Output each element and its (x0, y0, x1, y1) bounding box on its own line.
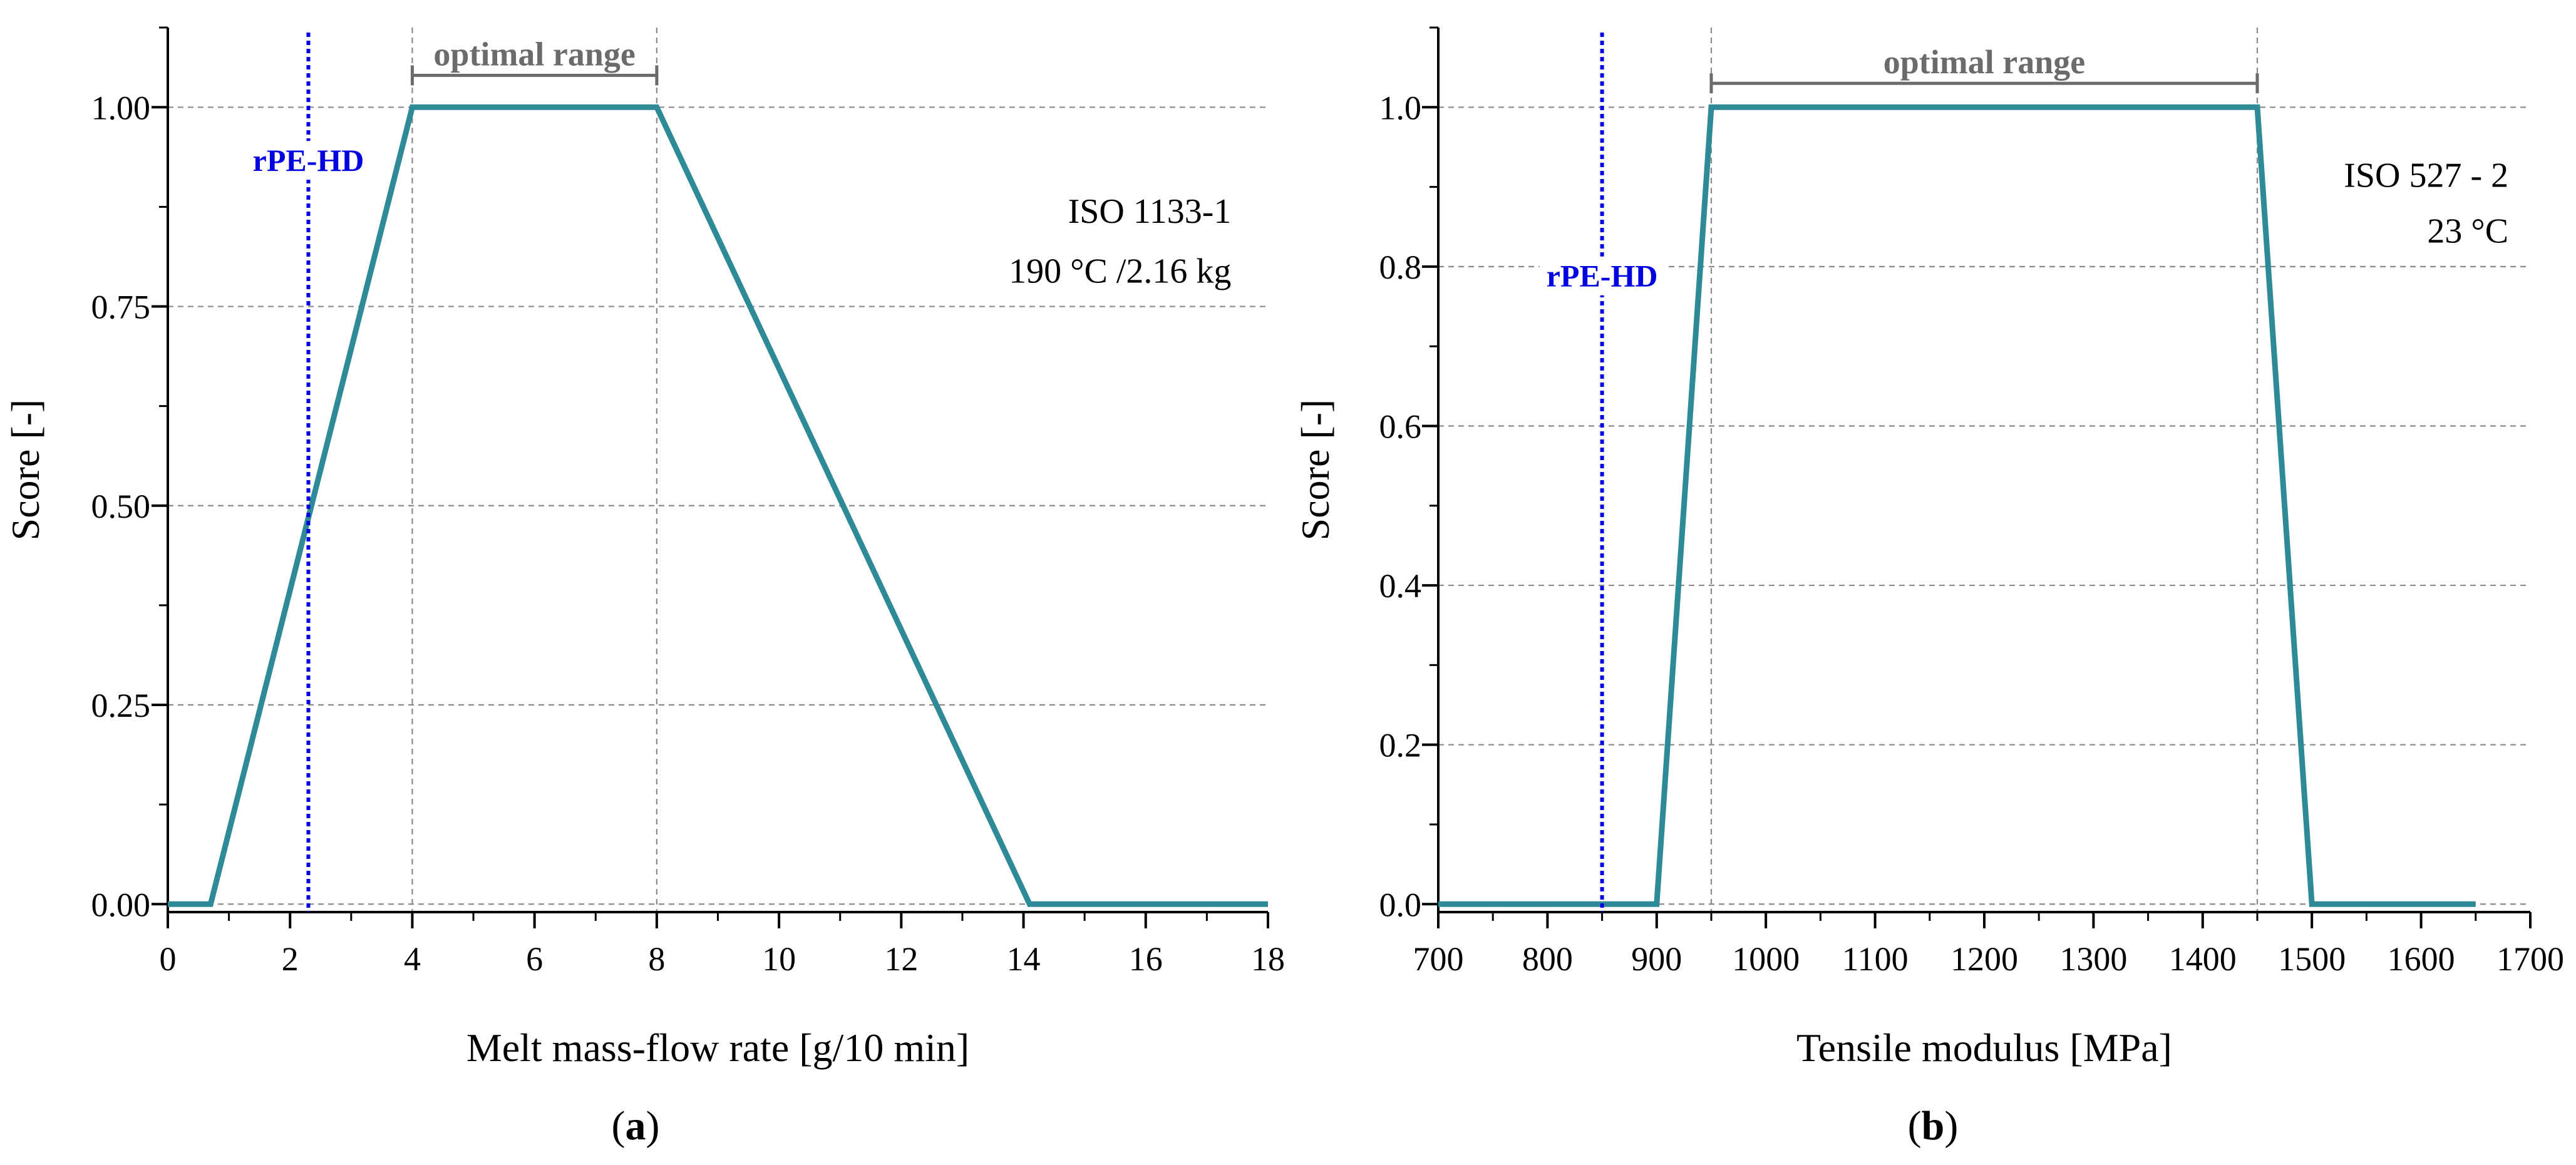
y-axis-title: Score [-] (1293, 399, 1337, 541)
x-tick-label-6: 12 (884, 940, 918, 978)
chart-panel-b: 700 800 900 1000 1100 1200 1300 1400 1500 1600 170… (1293, 26, 2564, 1149)
marker-label-rpe-hd: rPE-HD (253, 143, 364, 178)
annotation-0: ISO 527 - 2 (2344, 157, 2508, 195)
y-tick-label-5: 1.0 (1379, 89, 1422, 126)
y-axis-title: Score [-] (3, 399, 48, 541)
y-tick-label-0: 0.00 (91, 886, 151, 923)
x-tick-label-2: 900 (1631, 940, 1682, 978)
x-tick-label-5: 1200 (1950, 940, 2018, 978)
y-tick-label-3: 0.75 (91, 289, 151, 326)
x-axis-title: Tensile modulus [MPa] (1796, 1025, 2172, 1070)
series-line-score (168, 104, 1268, 907)
x-tick-label-7: 1400 (2169, 940, 2237, 978)
x-tick-label-4: 1100 (1842, 940, 1909, 978)
marker-label-bg (1539, 256, 1665, 295)
optimal-range-label: optimal range (433, 35, 635, 73)
x-axis-title: Melt mass-flow rate [g/10 min] (466, 1025, 969, 1070)
series-line-score (1438, 104, 2476, 907)
y-tick-label-2: 0.4 (1379, 567, 1422, 605)
panel-label-letter: b (1922, 1103, 1945, 1149)
x-tick-label-2: 4 (404, 940, 421, 978)
panel-label-open: ( (612, 1103, 626, 1149)
panel-label-close: ) (646, 1103, 660, 1149)
x-tick-label-3: 6 (526, 940, 543, 978)
x-tick-label-0: 0 (160, 940, 177, 978)
annotation-0: ISO 1133-1 (1068, 192, 1232, 231)
y-tick-label-4: 0.8 (1379, 249, 1422, 286)
optimal-range-label: optimal range (1883, 43, 2085, 81)
x-tick-label-8: 16 (1129, 940, 1163, 978)
x-tick-label-6: 1300 (2059, 940, 2127, 978)
y-tick-label-0: 0.0 (1379, 886, 1422, 923)
x-tick-label-0: 700 (1413, 940, 1464, 978)
annotation-1: 23 °C (2427, 212, 2508, 251)
y-tick-label-2: 0.50 (91, 488, 151, 525)
panel-label: (a) (612, 1103, 660, 1149)
x-tick-label-1: 2 (282, 940, 299, 978)
x-tick-label-9: 18 (1251, 940, 1285, 978)
y-tick-label-1: 0.25 (91, 687, 151, 724)
panel-label-open: ( (1908, 1103, 1922, 1149)
x-tick-label-8: 1500 (2278, 940, 2346, 978)
x-tick-label-1: 800 (1522, 940, 1573, 978)
panel-label-close: ) (1944, 1103, 1958, 1149)
x-tick-label-3: 1000 (1732, 940, 1800, 978)
x-tick-label-5: 10 (762, 940, 796, 978)
marker-label-rpe-hd: rPE-HD (1547, 259, 1658, 294)
x-tick-label-7: 14 (1007, 940, 1041, 978)
y-tick-label-3: 0.6 (1379, 408, 1422, 445)
y-tick-label-1: 0.2 (1379, 727, 1422, 764)
x-tick-label-4: 8 (648, 940, 665, 978)
marker-label-bg (245, 141, 371, 180)
panel-label: (b) (1908, 1103, 1959, 1149)
x-tick-label-10: 1700 (2496, 940, 2564, 978)
chart-panel-a: 0 2 4 6 8 10 12 14 16 18 0.00 0.25 0.50 0.75 1.00 rPE-H… (3, 26, 1285, 1149)
annotation-1: 190 °C /2.16 kg (1009, 252, 1231, 290)
x-tick-label-9: 1600 (2388, 940, 2455, 978)
panel-label-letter: a (626, 1103, 646, 1149)
y-tick-label-4: 1.00 (91, 89, 151, 126)
